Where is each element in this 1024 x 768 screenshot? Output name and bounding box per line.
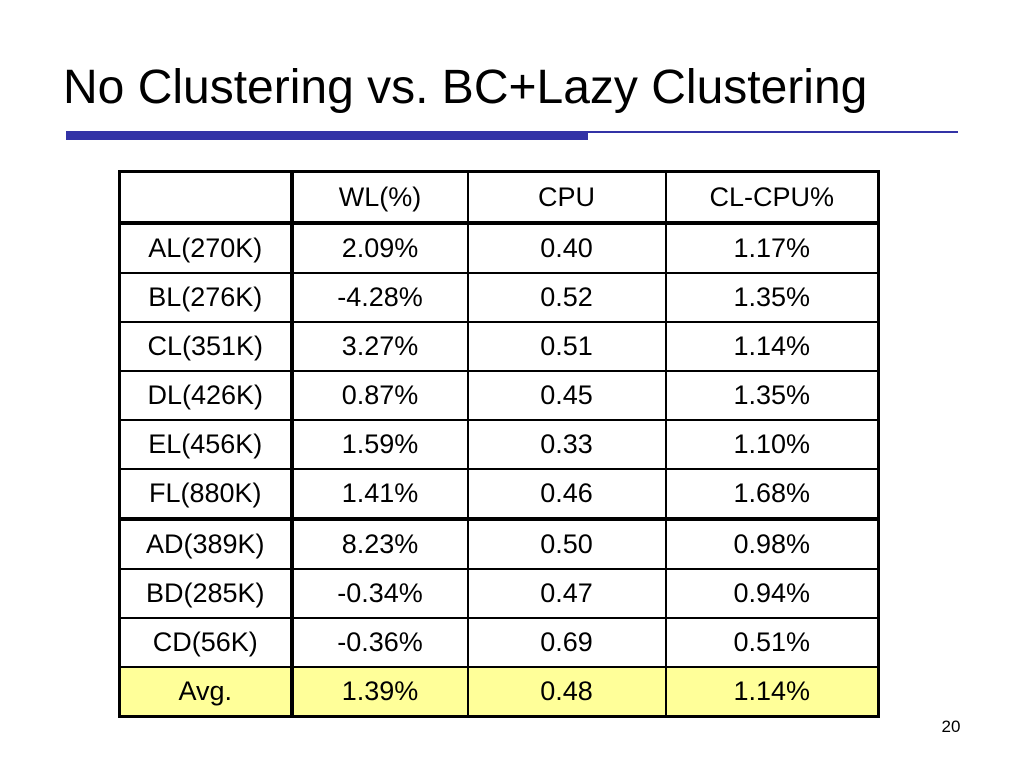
row-name-cell: BL(276K): [118, 272, 294, 323]
row-name-cell: EL(456K): [118, 419, 294, 470]
cl-cpu-cell: 1.35%: [664, 272, 880, 323]
wl-cell: -0.34%: [290, 568, 469, 619]
row-name-cell: CL(351K): [118, 321, 294, 372]
slide-title: No Clustering vs. BC+Lazy Clustering: [63, 61, 868, 114]
row-name-cell: BD(285K): [118, 568, 294, 619]
average-row: Avg. 1.39% 0.48 1.14%: [118, 666, 880, 718]
cl-cpu-cell: 1.14%: [664, 321, 880, 372]
page-number: 20: [941, 717, 961, 736]
cl-cpu-cell: 0.98%: [664, 518, 880, 570]
wl-cell: 3.27%: [290, 321, 469, 372]
header-cell-cpu: CPU: [466, 170, 667, 225]
table-row: CD(56K) -0.36% 0.69 0.51%: [118, 617, 880, 668]
table-row: DL(426K) 0.87% 0.45 1.35%: [118, 370, 880, 421]
row-name-cell: FL(880K): [118, 468, 294, 521]
row-name-cell: DL(426K): [118, 370, 294, 421]
cpu-cell: 0.51: [466, 321, 667, 372]
table-header-row: WL(%) CPU CL-CPU%: [118, 170, 880, 225]
title-underline-thin: [588, 131, 958, 133]
wl-cell: 1.41%: [290, 468, 469, 521]
wl-cell: -4.28%: [290, 272, 469, 323]
wl-cell: 0.87%: [290, 370, 469, 421]
cpu-cell: 0.52: [466, 272, 667, 323]
average-cpu-cell: 0.48: [466, 666, 667, 718]
cpu-cell: 0.47: [466, 568, 667, 619]
row-name-cell: AD(389K): [118, 518, 294, 570]
cl-cpu-cell: 0.94%: [664, 568, 880, 619]
cpu-cell: 0.46: [466, 468, 667, 521]
wl-cell: 2.09%: [290, 222, 469, 274]
header-cell-wl: WL(%): [290, 170, 469, 225]
wl-cell: 1.59%: [290, 419, 469, 470]
cl-cpu-cell: 0.51%: [664, 617, 880, 668]
table-row: BD(285K) -0.34% 0.47 0.94%: [118, 568, 880, 619]
row-name-cell: AL(270K): [118, 222, 294, 274]
cpu-cell: 0.50: [466, 518, 667, 570]
average-label-cell: Avg.: [118, 666, 294, 718]
table-row: CL(351K) 3.27% 0.51 1.14%: [118, 321, 880, 372]
results-table: WL(%) CPU CL-CPU% AL(270K) 2.09% 0.40 1.…: [118, 170, 880, 718]
cl-cpu-cell: 1.68%: [664, 468, 880, 521]
table-row: EL(456K) 1.59% 0.33 1.10%: [118, 419, 880, 470]
cpu-cell: 0.45: [466, 370, 667, 421]
cl-cpu-cell: 1.10%: [664, 419, 880, 470]
cl-cpu-cell: 1.35%: [664, 370, 880, 421]
title-underline-thick: [66, 131, 588, 140]
cpu-cell: 0.69: [466, 617, 667, 668]
cpu-cell: 0.33: [466, 419, 667, 470]
wl-cell: -0.36%: [290, 617, 469, 668]
average-wl-cell: 1.39%: [290, 666, 469, 718]
table-row: AL(270K) 2.09% 0.40 1.17%: [118, 222, 880, 274]
average-cl-cpu-cell: 1.14%: [664, 666, 880, 718]
header-cell-blank: [118, 170, 294, 225]
cpu-cell: 0.40: [466, 222, 667, 274]
table-row: BL(276K) -4.28% 0.52 1.35%: [118, 272, 880, 323]
cl-cpu-cell: 1.17%: [664, 222, 880, 274]
wl-cell: 8.23%: [290, 518, 469, 570]
table-row: AD(389K) 8.23% 0.50 0.98%: [118, 518, 880, 570]
row-name-cell: CD(56K): [118, 617, 294, 668]
table-row: FL(880K) 1.41% 0.46 1.68%: [118, 468, 880, 521]
header-cell-cl-cpu: CL-CPU%: [664, 170, 880, 225]
